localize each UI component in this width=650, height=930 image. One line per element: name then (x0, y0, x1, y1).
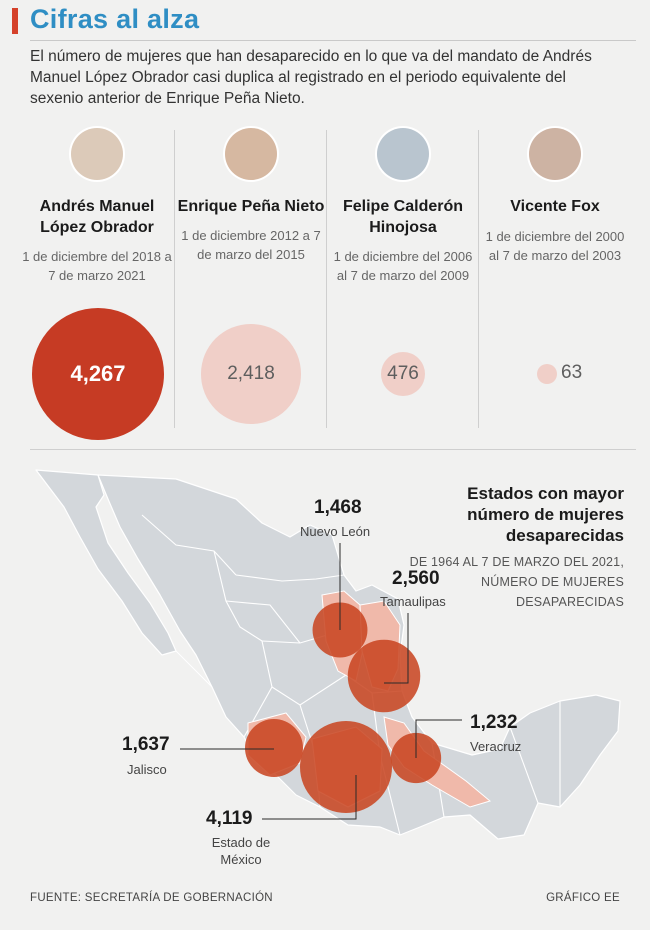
page-title: Cifras al alza (30, 4, 200, 34)
map-bubble-jalisco (245, 719, 303, 777)
period-text: 1 de diciembre del 2006 al 7 de marzo de… (333, 249, 473, 283)
period-text: 1 de diciembre del 2000 al 7 de marzo de… (485, 229, 625, 263)
map-subtitle: DE 1964 AL 7 DE MARZO DEL 2021, NÚMERO D… (409, 555, 624, 609)
president-name: Enrique Peña Nieto (177, 198, 325, 215)
map-bubble-estado-de-mexico (300, 721, 392, 813)
bubble-vfq (537, 364, 557, 384)
mexico-map (35, 469, 621, 840)
value-nuevo-leon: 1,468 (314, 497, 362, 518)
title-accent-bar (12, 8, 18, 34)
leader-line-estado-de-mexico (262, 775, 357, 820)
portrait-vfq (529, 128, 581, 180)
label-estado-de-mexico: Estado de México (211, 835, 271, 867)
president-name: Andrés Manuel López Obrador (39, 198, 155, 236)
map-bubble-tamaulipas (347, 639, 421, 713)
bubble-epn: 2,418 (201, 324, 301, 424)
bubble-value: 63 (561, 362, 583, 383)
leader-line-tamaulipas (384, 613, 409, 684)
value-jalisco: 1,637 (122, 734, 170, 755)
section-divider (30, 449, 636, 450)
president-column-amlo: Andrés Manuel López Obrador 1 de diciemb… (22, 128, 172, 285)
label-tamaulipas: Tamaulipas (380, 594, 446, 609)
intro-text: El número de mujeres que han desaparecid… (30, 48, 592, 107)
value-veracruz: 1,232 (470, 712, 518, 733)
portrait-fch (377, 128, 429, 180)
bubble-amlo: 4,267 (32, 308, 164, 440)
value-estado-de-mexico: 4,119 (206, 808, 253, 829)
bubble-fch: 476 (380, 351, 426, 397)
president-column-epn: Enrique Peña Nieto 1 de diciembre 2012 a… (176, 128, 326, 264)
president-name: Felipe Calderón Hinojosa (342, 198, 464, 236)
column-divider (326, 130, 327, 428)
leader-line-veracruz (415, 719, 462, 758)
period-text: 1 de diciembre del 2018 a 7 de marzo 202… (22, 249, 172, 283)
period-text: 1 de diciembre 2012 a 7 de marzo del 201… (181, 228, 321, 262)
map-legend: Estados con mayor número de mujeres desa… (404, 483, 624, 612)
column-divider (478, 130, 479, 428)
label-veracruz: Veracruz (470, 739, 522, 754)
president-column-fch: Felipe Calderón Hinojosa 1 de diciembre … (328, 128, 478, 285)
portrait-amlo (71, 128, 123, 180)
bubble-value: 2,418 (227, 362, 275, 384)
title-divider (30, 40, 636, 41)
portrait-epn (225, 128, 277, 180)
source-note: FUENTE: SECRETARÍA DE GOBERNACIÓN (30, 892, 273, 904)
label-nuevo-leon: Nuevo León (300, 524, 371, 539)
leader-lines (180, 543, 462, 820)
president-column-vfq: Vicente Fox 1 de diciembre del 2000 al 7… (480, 128, 630, 265)
label-jalisco: Jalisco (127, 762, 167, 777)
column-divider (174, 130, 175, 428)
value-tamaulipas: 2,560 (392, 568, 440, 589)
bubble-value: 4,267 (70, 361, 126, 386)
president-name: Vicente Fox (510, 198, 600, 215)
credit-note: GRÁFICO EE (546, 892, 620, 904)
map-title: Estados con mayor número de mujeres desa… (467, 484, 624, 545)
bubble-value: 476 (387, 362, 419, 384)
